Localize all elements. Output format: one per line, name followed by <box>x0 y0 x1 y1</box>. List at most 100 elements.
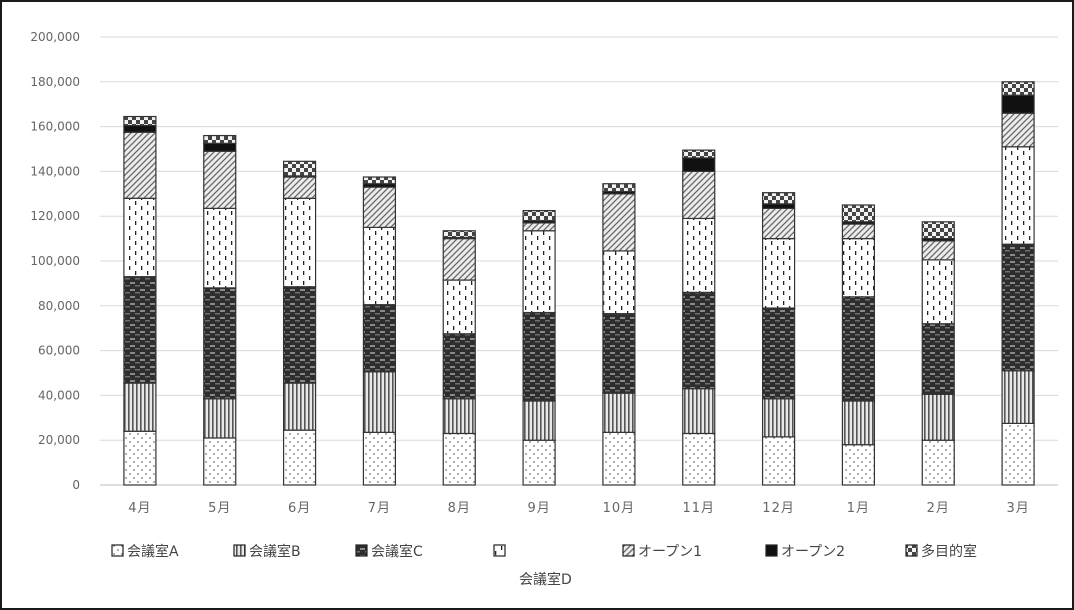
bar-segment <box>362 176 397 185</box>
x-tick-label: 1月 <box>847 501 870 516</box>
bar-segment <box>682 157 716 173</box>
x-tick-label: 12月 <box>762 501 795 516</box>
x-tick-label: 2月 <box>927 501 950 516</box>
bar-segment <box>761 307 796 400</box>
x-tick-label: 10月 <box>603 501 636 516</box>
bar-segment <box>362 371 397 433</box>
legend-label-wrapped: 会議室D <box>519 571 572 588</box>
bar-segment <box>841 238 876 298</box>
bar-segment <box>1001 146 1035 245</box>
legend-swatch <box>493 544 506 557</box>
bar-segment <box>1001 243 1035 372</box>
y-tick-label: 140,000 <box>30 164 80 178</box>
bar-segment <box>602 250 636 315</box>
bar-segment <box>123 115 157 127</box>
bar-segment <box>682 217 716 293</box>
bar-segment <box>1001 370 1035 425</box>
legend-label: 会議室B <box>249 543 301 560</box>
x-tick-label: 4月 <box>128 501 151 516</box>
bar-segment <box>522 439 556 486</box>
y-tick-label: 160,000 <box>30 120 80 134</box>
bar-segment <box>841 223 876 240</box>
bar-segment <box>442 279 476 335</box>
bar-segment <box>921 240 955 261</box>
bar-segment <box>921 393 955 441</box>
legend-label: オープン2 <box>781 544 845 560</box>
bar-segment <box>1001 94 1035 114</box>
legend-swatch <box>111 544 124 557</box>
x-tick-label: 5月 <box>208 501 231 516</box>
bar-segment <box>761 238 796 309</box>
legend-swatch <box>905 544 918 557</box>
bar-segment <box>761 398 796 438</box>
bar-segment <box>1001 422 1035 486</box>
bar-segment <box>682 149 716 159</box>
bar-segment <box>761 207 796 240</box>
bar-segment <box>362 431 397 486</box>
bar-segment <box>203 287 237 400</box>
bar-segment <box>203 134 237 144</box>
bar-segment <box>442 238 476 281</box>
legend-swatch <box>622 544 635 557</box>
y-tick-label: 200,000 <box>30 30 80 44</box>
bar-segment <box>123 430 157 486</box>
bar-segment <box>203 207 237 289</box>
x-tick-label: 8月 <box>448 501 471 516</box>
x-axis-ticks: 4月 5月 6月 7月 8月 9月 10月 11月 12月 1月 2月 3月 <box>128 501 1029 516</box>
bar-segment <box>123 124 157 133</box>
bar-segment <box>921 259 955 325</box>
bar-segment <box>203 142 237 152</box>
legend-swatch <box>233 544 246 557</box>
x-tick-label: 11月 <box>682 501 715 516</box>
bar-segment <box>123 382 157 432</box>
bar-segment <box>682 291 716 390</box>
legend-label: 会議室C <box>371 543 423 560</box>
bar-segment <box>123 197 157 278</box>
bar-segment <box>282 197 317 288</box>
bar-segment <box>522 311 556 402</box>
bar-segment <box>602 313 636 394</box>
bar-segment <box>522 210 556 222</box>
y-axis-ticks: 0 20,000 40,000 60,000 80,000 100,000 120,000 1… <box>30 30 80 492</box>
bar-segment <box>761 192 796 205</box>
bar-segment <box>1001 112 1035 148</box>
bar-segment <box>282 160 317 177</box>
bar-segment <box>123 276 157 384</box>
legend-label: 多目的室 <box>921 543 977 560</box>
bars <box>123 81 1035 486</box>
bar-segment <box>362 226 397 306</box>
bar-segment <box>682 432 716 486</box>
bar-segment <box>841 444 876 486</box>
bar-segment <box>442 398 476 435</box>
bar-segment <box>203 437 237 486</box>
bar-segment <box>841 204 876 223</box>
bar-segment <box>522 222 556 232</box>
legend-label: 会議室A <box>127 543 179 560</box>
bar-segment <box>442 432 476 486</box>
bar-segment <box>602 193 636 252</box>
y-tick-label: 80,000 <box>38 299 80 313</box>
gridlines <box>100 36 1058 486</box>
legend-swatch <box>355 544 368 557</box>
bar-segment <box>282 286 317 384</box>
bar-segment <box>203 398 237 439</box>
bar-segment <box>282 176 317 199</box>
y-tick-label: 0 <box>72 478 80 492</box>
bar-segment <box>362 186 397 229</box>
y-tick-label: 20,000 <box>38 433 80 447</box>
bar-segment <box>682 388 716 435</box>
x-tick-label: 9月 <box>527 501 550 516</box>
x-tick-label: 3月 <box>1006 501 1029 516</box>
bar-segment <box>362 304 397 373</box>
bar-segment <box>442 333 476 400</box>
bar-segment <box>602 392 636 433</box>
bar-segment <box>761 203 796 209</box>
x-tick-label: 6月 <box>288 501 311 516</box>
bar-segment <box>123 131 157 199</box>
y-tick-label: 60,000 <box>38 344 80 358</box>
bar-segment <box>442 230 476 239</box>
bar-segment <box>682 170 716 220</box>
bar-segment <box>602 431 636 486</box>
